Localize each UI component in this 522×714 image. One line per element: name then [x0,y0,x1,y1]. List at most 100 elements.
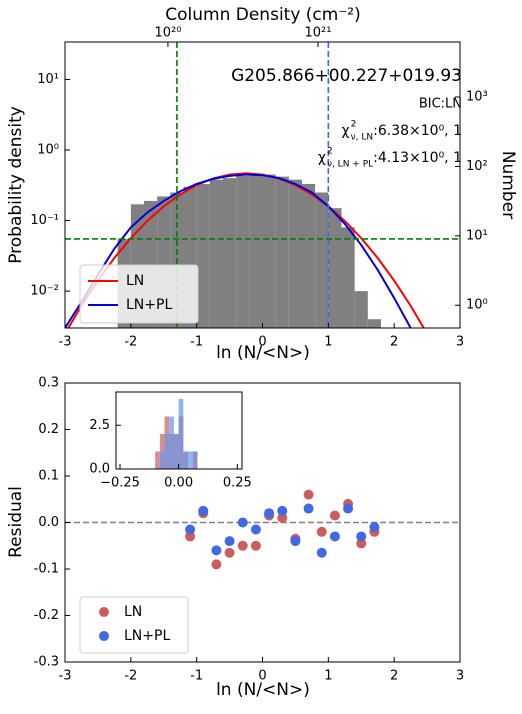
scatter-point [329,510,340,521]
tick-label: 10¹ [37,72,59,87]
scatter-point [185,524,196,535]
scatter-point [250,524,261,535]
scatter-point [185,531,196,542]
histogram-bar [236,175,250,328]
scatter-point [224,536,235,547]
legend-swatch [99,607,109,617]
annotation: :4.13×10⁰, 1 [373,150,462,166]
scatter-point [356,531,367,542]
tick-label: -1 [190,669,203,684]
scatter-point [343,503,354,514]
tick-label: 2.5 [89,418,110,433]
tick-label: 0.25 [223,476,252,491]
tick-label: 0.2 [38,422,59,437]
histogram-bar [209,179,223,328]
tick-label: 0.3 [38,376,59,391]
tick-label: 3 [456,335,464,350]
scatter-point [237,517,248,528]
annotation-sub: ν, LN [351,133,374,143]
scatter-point [264,508,275,519]
histogram-bar [178,399,184,469]
tick-label: -0.2 [34,608,59,623]
scatter-point [211,559,222,570]
histogram-bar [328,208,342,328]
tick-label: 2 [390,669,398,684]
histogram-bar [155,451,160,469]
tick-label: 1 [324,669,332,684]
x-axis-label: ln (N/<N>) [216,680,310,700]
annotation-sup: 2 [351,120,357,130]
scatter-point [211,545,222,556]
tick-label: -2 [124,669,137,684]
histogram-bar [249,174,263,328]
tick-label: -0.3 [34,655,59,670]
legend-swatch [99,631,109,641]
histogram-bar [302,183,316,328]
tick-label: 0.0 [38,515,59,530]
tick-label: 0 [258,669,266,684]
scatter-point [237,540,248,551]
histogram-bar [341,227,355,328]
x-axis-label: ln (N/<N>) [216,343,310,363]
histogram-bar [169,416,174,469]
histogram-bar [354,291,368,328]
tick-label: -1 [190,335,203,350]
chart-title: G205.866+00.227+019.93 [231,66,462,86]
histogram-bar [164,434,170,469]
histogram-bar [159,451,165,469]
tick-label: 2 [390,335,398,350]
scatter-point [290,536,301,547]
histogram-bar [196,183,210,328]
annotation-symbol: χ [342,123,350,139]
tick-label: -3 [59,669,72,684]
legend-label: LN+PL [126,297,172,313]
histogram-bar [367,319,381,328]
scatter-point [356,538,367,549]
tick-label: 10²¹ [304,26,331,41]
legend-label: LN [124,604,142,620]
histogram-bar [183,451,189,469]
model-curve [65,173,412,328]
tick-label: 0 [258,335,266,350]
histogram-bar [188,451,193,469]
scatter-point [250,540,261,551]
scatter-point [369,522,380,533]
histogram-bar [262,174,276,328]
tick-label: 10⁻² [30,284,59,299]
y-axis-label: Residual [6,486,26,558]
scatter-point [277,512,288,523]
tick-label: 0.1 [38,469,59,484]
y-axis-label: Probability density [6,106,26,264]
scatter-point [224,547,235,558]
annotation-sup: 2 [327,147,333,157]
legend-label: LN [126,273,144,289]
scatter-point [316,547,327,558]
tick-label: 10² [466,159,488,174]
tick-label: 0.00 [164,476,193,491]
model-curve [67,172,425,328]
annotation-sub: ν, LN + PL [327,160,373,170]
tick-label: 3 [456,669,464,684]
tick-label: −0.25 [100,476,140,491]
y2-axis-label: Number [498,151,518,219]
scatter-point [303,503,314,514]
histogram-bar [173,434,179,469]
tick-label: 10³ [466,90,488,105]
tick-label: 10¹ [466,228,488,243]
histogram-bar [288,179,302,328]
scatter-point [277,505,288,516]
tick-label: 10⁰ [466,298,488,313]
histogram-bar [315,192,329,328]
annotation: :6.38×10⁰, 1 [373,123,462,139]
scatter-point [198,505,209,516]
tick-label: 1 [324,335,332,350]
tick-label: -2 [124,335,137,350]
tick-label: -0.1 [34,562,59,577]
scatter-point [316,526,327,537]
tick-label: 10²⁰ [154,26,181,41]
histogram-bar [223,178,237,328]
histogram-bar [192,451,198,469]
annotation: BIC:LN [419,97,462,112]
annotation-symbol: χ [318,150,326,166]
